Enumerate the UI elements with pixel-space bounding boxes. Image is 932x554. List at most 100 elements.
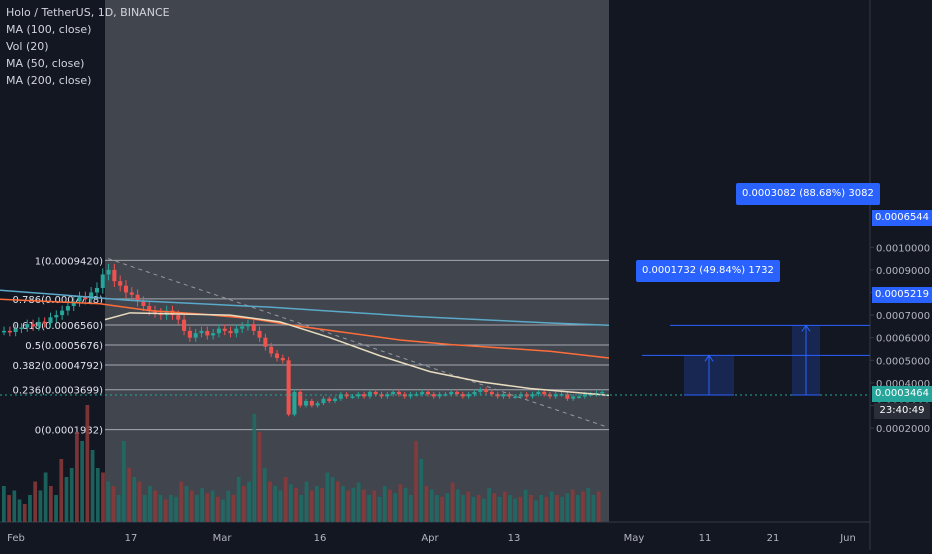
fib-level-label: 0.618(0.0006560) [12, 321, 103, 332]
volume-bar [382, 486, 387, 522]
candle-body [455, 391, 460, 395]
candle-body [507, 394, 512, 397]
price-measure-label-1[interactable]: 0.0001732 (49.84%) 1732 [636, 260, 780, 282]
ma100-line [0, 298, 610, 359]
measure-arrow-head [704, 354, 714, 362]
volume-bar [403, 487, 408, 522]
volume-bar [461, 495, 465, 522]
candle-body [431, 394, 436, 397]
volume-bar [455, 489, 460, 522]
volume-bar [502, 491, 507, 522]
symbol-title[interactable]: Holo / TetherUS, 1D, BINANCE [6, 6, 170, 19]
volume-bar [315, 486, 319, 522]
candle-body [495, 394, 500, 397]
volume-bar [528, 495, 533, 522]
volume-bar [591, 495, 596, 522]
fib-level-label: 0.786(0.0007718) [12, 295, 103, 306]
volume-bar [351, 487, 356, 522]
volume-bar [362, 489, 366, 522]
price-measure-label-2[interactable]: 0.0003082 (88.68%) 3082 [736, 183, 880, 205]
volume-bar [111, 486, 116, 522]
fib-level-label: 0.382(0.0004792) [12, 361, 103, 372]
volume-bar [215, 496, 220, 522]
volume-bar [596, 491, 601, 522]
candle-body [263, 337, 268, 347]
candle-body [147, 306, 152, 311]
candle-body [530, 394, 535, 397]
candle-body [269, 346, 274, 354]
volume-bar [575, 495, 580, 522]
candle-body [338, 394, 343, 399]
volume-bar [330, 477, 335, 522]
candle-body [571, 396, 576, 399]
volume-bar [257, 432, 262, 522]
candle-body [362, 394, 367, 397]
volume-bar [544, 496, 549, 522]
volume-bar [497, 496, 502, 522]
volume-bar [189, 490, 194, 522]
volume-bar [555, 495, 559, 522]
volume-bar [174, 496, 178, 522]
volume-bar [419, 459, 424, 522]
volume-bar [309, 490, 314, 522]
legend-ma100[interactable]: MA (100, close) [6, 23, 92, 36]
volume-bar [492, 493, 497, 522]
candle-body [286, 360, 291, 415]
legend-ma200[interactable]: MA (200, close) [6, 74, 92, 87]
volume-bar [440, 496, 445, 522]
fib-retracement-region [105, 0, 609, 522]
volume-bar [28, 495, 32, 522]
volume-bar [398, 484, 403, 522]
candle-body [89, 292, 94, 300]
volume-bar [304, 481, 309, 522]
volume-bar [424, 486, 429, 522]
price-tick-label: 0.0009000 [876, 266, 930, 277]
candle-body [333, 398, 338, 401]
time-tick-label: Feb [7, 533, 25, 544]
candle-body [437, 394, 442, 397]
volume-bar [205, 493, 210, 522]
volume-bar [294, 487, 298, 522]
candle-body [216, 328, 221, 334]
volume-bar [367, 495, 371, 522]
volume-bar [85, 405, 90, 522]
time-tick-label: Mar [213, 533, 233, 544]
volume-bar [534, 500, 538, 522]
volume-bar [7, 495, 11, 522]
candle-body [36, 321, 41, 327]
volume-bar [299, 495, 304, 522]
volume-bar [90, 450, 95, 522]
candle-body [391, 391, 396, 395]
volume-bar [252, 414, 257, 522]
volume-bar [518, 496, 523, 522]
price-tag-measure-high: 0.0006544 [872, 210, 932, 226]
chart-legend: Holo / TetherUS, 1D, BINANCE MA (100, cl… [6, 4, 170, 89]
volume-bar [393, 493, 398, 522]
candle-body [176, 315, 181, 320]
volume-bar [153, 490, 158, 522]
ma50-line [104, 312, 610, 397]
legend-volume[interactable]: Vol (20) [6, 40, 49, 53]
candle-body [222, 328, 227, 331]
legend-ma50[interactable]: MA (50, close) [6, 57, 85, 70]
volume-bar [346, 490, 351, 522]
candle-body [373, 391, 378, 395]
candle-body [425, 391, 431, 395]
volume-bar [116, 495, 121, 522]
volume-bar [262, 468, 267, 522]
candle-body [42, 321, 47, 324]
candle-body [100, 274, 105, 288]
volume-bar [335, 481, 340, 522]
volume-bar [283, 477, 288, 522]
candle-body [48, 317, 53, 323]
candle-body [274, 353, 280, 359]
candle-body [309, 400, 314, 406]
volume-bar [106, 481, 111, 522]
volume-bar [22, 504, 27, 522]
candle-body [25, 324, 30, 328]
candle-body [484, 389, 489, 392]
candle-body [13, 328, 18, 333]
candle-body [7, 330, 12, 333]
